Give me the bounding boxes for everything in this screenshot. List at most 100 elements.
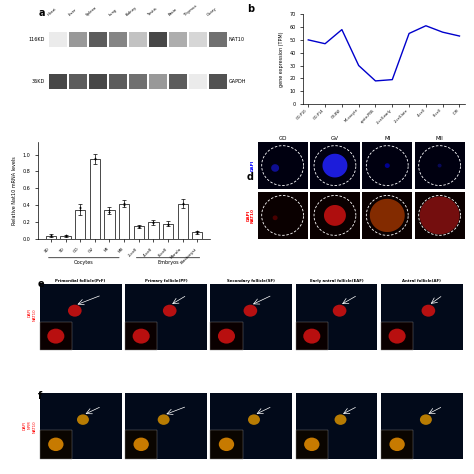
Circle shape	[304, 438, 319, 451]
Text: GAPDH: GAPDH	[228, 79, 246, 84]
Circle shape	[244, 305, 257, 317]
Point	[76, 203, 84, 211]
Text: Primary follicle(PF): Primary follicle(PF)	[145, 279, 187, 283]
Bar	[109, 32, 127, 47]
Bar	[189, 32, 207, 47]
Bar	[40, 393, 121, 458]
Title: MII: MII	[436, 137, 444, 141]
Bar	[90, 159, 100, 239]
Point	[135, 223, 143, 231]
Circle shape	[335, 414, 346, 425]
Bar	[129, 74, 147, 89]
Circle shape	[158, 414, 170, 425]
Bar	[69, 32, 87, 47]
Point	[76, 205, 84, 212]
Bar	[69, 74, 87, 89]
Bar	[163, 224, 173, 239]
Point	[106, 209, 113, 216]
Bar	[125, 284, 207, 350]
Bar	[129, 32, 147, 47]
Bar	[210, 322, 243, 350]
Point	[179, 200, 186, 208]
Circle shape	[390, 438, 405, 451]
Bar	[134, 227, 144, 239]
Point	[91, 154, 99, 162]
Bar	[125, 430, 157, 458]
Text: b: b	[247, 4, 254, 14]
Text: DAPI
NPM
NAT10: DAPI NPM NAT10	[23, 421, 36, 433]
Circle shape	[421, 305, 435, 317]
Circle shape	[420, 414, 432, 425]
Text: f: f	[38, 391, 42, 401]
Text: Brain: Brain	[167, 7, 178, 17]
Circle shape	[48, 438, 64, 451]
Text: 116KD: 116KD	[28, 37, 45, 42]
Bar	[109, 74, 127, 89]
Title: MI: MI	[384, 137, 391, 141]
Bar	[89, 32, 107, 47]
Bar	[149, 74, 167, 89]
Point	[120, 200, 128, 207]
Bar	[192, 232, 202, 239]
Point	[193, 228, 201, 236]
Text: Thymus: Thymus	[183, 4, 198, 17]
Bar	[60, 236, 71, 239]
Bar	[119, 204, 129, 239]
Point	[76, 207, 84, 214]
Bar	[49, 32, 67, 47]
Point	[135, 222, 143, 229]
Bar	[296, 393, 377, 458]
Circle shape	[219, 438, 234, 451]
Bar	[46, 236, 56, 239]
Text: Liver: Liver	[68, 8, 78, 17]
Point	[62, 232, 69, 239]
Bar	[40, 430, 72, 458]
Text: NAT10: NAT10	[228, 37, 245, 42]
Point	[120, 201, 128, 209]
Text: Oocytes: Oocytes	[74, 260, 94, 264]
Circle shape	[333, 305, 346, 317]
Point	[135, 223, 143, 231]
Text: Heart: Heart	[47, 7, 58, 17]
Text: DAPI
NAT10: DAPI NAT10	[27, 308, 36, 321]
Y-axis label: gene expression (TPM): gene expression (TPM)	[279, 31, 284, 87]
Text: Embryos: Embryos	[157, 260, 179, 264]
Bar	[189, 74, 207, 89]
Bar	[40, 322, 72, 350]
Text: 36KD: 36KD	[32, 79, 45, 84]
Point	[150, 219, 157, 227]
Circle shape	[47, 328, 64, 344]
Bar	[125, 393, 207, 458]
Point	[120, 201, 128, 208]
Point	[91, 155, 99, 163]
Bar	[89, 74, 107, 89]
Bar	[125, 322, 157, 350]
Text: e: e	[38, 279, 45, 289]
Bar	[210, 284, 292, 350]
Bar	[381, 430, 413, 458]
Text: a: a	[39, 8, 46, 18]
Y-axis label: DAPI
NAT10: DAPI NAT10	[246, 208, 255, 223]
Point	[91, 155, 99, 163]
Point	[179, 200, 186, 207]
Text: Primordial follicle(PrF): Primordial follicle(PrF)	[55, 279, 106, 283]
Point	[106, 206, 113, 214]
Circle shape	[303, 328, 320, 344]
Text: Early antral follicle(EAF): Early antral follicle(EAF)	[310, 279, 364, 283]
Y-axis label: Relative Nat10 mRNA levels: Relative Nat10 mRNA levels	[12, 156, 17, 225]
Point	[164, 220, 172, 228]
Y-axis label: DAPI: DAPI	[251, 160, 255, 171]
Circle shape	[248, 414, 260, 425]
Bar	[381, 322, 413, 350]
Bar	[148, 222, 158, 239]
Point	[150, 219, 157, 226]
Circle shape	[133, 328, 150, 344]
Circle shape	[134, 438, 149, 451]
Text: Lung: Lung	[108, 8, 118, 17]
Point	[179, 201, 186, 208]
Point	[106, 209, 113, 216]
Bar	[178, 204, 188, 239]
Bar	[296, 430, 328, 458]
Bar	[210, 393, 292, 458]
Point	[193, 228, 201, 235]
